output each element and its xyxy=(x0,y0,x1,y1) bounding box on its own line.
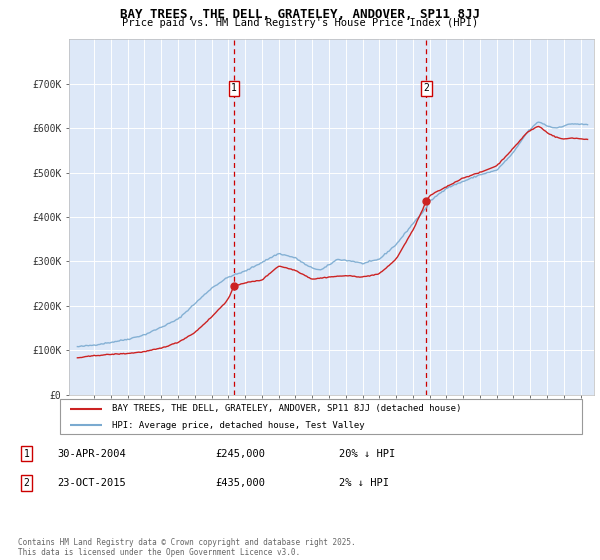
Text: HPI: Average price, detached house, Test Valley: HPI: Average price, detached house, Test… xyxy=(112,421,365,430)
Text: 1: 1 xyxy=(23,449,29,459)
Text: 1: 1 xyxy=(231,83,237,93)
Text: 2: 2 xyxy=(23,478,29,488)
Text: BAY TREES, THE DELL, GRATELEY, ANDOVER, SP11 8JJ (detached house): BAY TREES, THE DELL, GRATELEY, ANDOVER, … xyxy=(112,404,461,413)
Text: 2% ↓ HPI: 2% ↓ HPI xyxy=(340,478,389,488)
FancyBboxPatch shape xyxy=(60,399,582,434)
Text: 23-OCT-2015: 23-OCT-2015 xyxy=(58,478,126,488)
Text: 20% ↓ HPI: 20% ↓ HPI xyxy=(340,449,396,459)
Text: Price paid vs. HM Land Registry's House Price Index (HPI): Price paid vs. HM Land Registry's House … xyxy=(122,18,478,28)
Text: £435,000: £435,000 xyxy=(215,478,265,488)
Text: 30-APR-2004: 30-APR-2004 xyxy=(58,449,126,459)
Text: £245,000: £245,000 xyxy=(215,449,265,459)
Text: Contains HM Land Registry data © Crown copyright and database right 2025.
This d: Contains HM Land Registry data © Crown c… xyxy=(18,538,356,557)
Text: 2: 2 xyxy=(424,83,430,93)
Text: BAY TREES, THE DELL, GRATELEY, ANDOVER, SP11 8JJ: BAY TREES, THE DELL, GRATELEY, ANDOVER, … xyxy=(120,8,480,21)
